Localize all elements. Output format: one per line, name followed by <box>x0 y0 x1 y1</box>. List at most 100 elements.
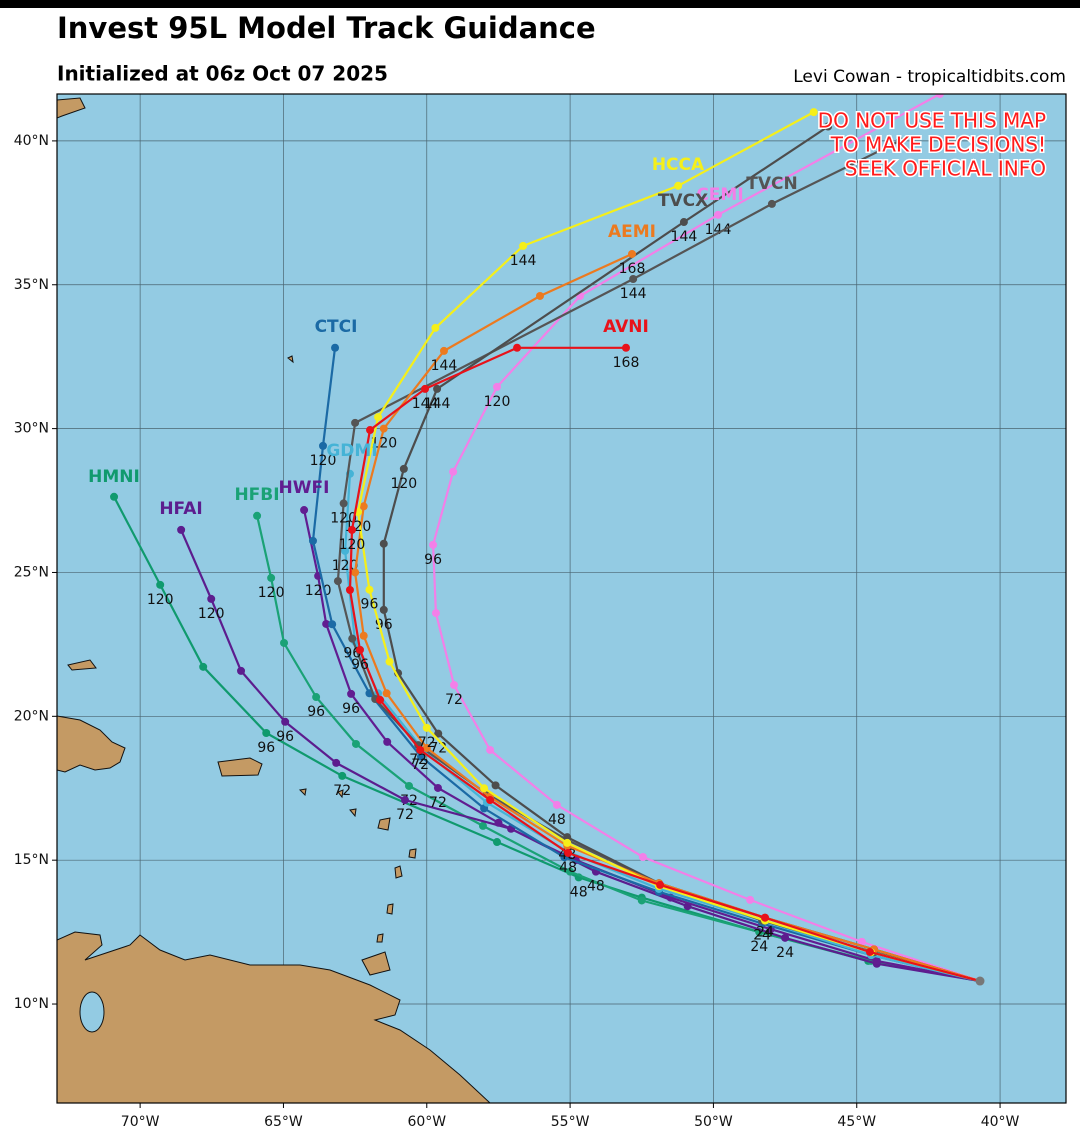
track-point <box>767 199 776 208</box>
track-point <box>379 539 388 548</box>
puerto-rico <box>217 757 263 777</box>
track-point <box>281 717 290 726</box>
warning-line: SEEK OFFICIAL INFO <box>845 157 1046 181</box>
forecast-hour: 120 <box>147 592 174 608</box>
axes: 70°W 65°W 60°W 55°W 50°W 45°W 40°W 10°N 15°N 20°N… <box>14 133 1020 1130</box>
track-point <box>355 645 364 654</box>
track-point <box>433 384 442 393</box>
forecast-hour: 48 <box>570 884 588 900</box>
model-name: GDMI <box>326 441 377 461</box>
track-point <box>333 577 342 586</box>
y-tick-label: 35°N <box>14 277 49 293</box>
track-point <box>714 210 723 219</box>
forecast-hour: 48 <box>559 860 577 876</box>
track-point <box>478 821 487 830</box>
forecast-hour: 120 <box>258 585 285 601</box>
model-name: AEMI <box>608 222 656 242</box>
track-point <box>809 108 818 117</box>
forecast-hour: 144 <box>424 396 451 412</box>
track-point <box>536 291 545 300</box>
forecast-hour: 168 <box>619 261 646 277</box>
track-point <box>365 585 374 594</box>
track-point <box>400 796 409 805</box>
frame <box>56 93 1067 1104</box>
forecast-hour: 72 <box>429 795 447 811</box>
model-name: HFAI <box>159 499 202 519</box>
hispaniola <box>57 715 126 773</box>
y-tick-label: 40°N <box>14 133 49 149</box>
forecast-hour: 168 <box>613 355 640 371</box>
forecast-hour: 96 <box>307 704 325 720</box>
track-point <box>366 426 375 435</box>
track-point <box>383 737 392 746</box>
forecast-hour: 144 <box>431 358 458 374</box>
track-point <box>339 499 348 508</box>
y-tick-label: 20°N <box>14 708 49 724</box>
track-point <box>493 382 502 391</box>
track-point <box>348 634 357 643</box>
south-america <box>57 931 491 1103</box>
forecast-hour: 120 <box>198 606 225 622</box>
track-point <box>331 343 340 352</box>
x-tick-label: 65°W <box>264 1114 303 1130</box>
forecast-hour: 144 <box>671 229 698 245</box>
track-point <box>376 695 385 704</box>
y-tick-label: 10°N <box>14 996 49 1012</box>
track-point <box>449 467 458 476</box>
forecast-hour: 96 <box>361 597 379 613</box>
track-point <box>637 896 646 905</box>
track-point <box>385 657 394 666</box>
track-point <box>781 933 790 942</box>
model-name: HWFI <box>279 478 330 498</box>
track-point <box>563 838 572 847</box>
model-name: CEMI <box>696 185 743 205</box>
model-name: HFBI <box>234 485 279 505</box>
forecast-hour: 48 <box>587 879 605 895</box>
ocean <box>57 94 1066 1103</box>
x-tick-label: 55°W <box>551 1114 590 1130</box>
track-point <box>374 413 383 422</box>
track-point <box>332 758 341 767</box>
x-tick-label: 60°W <box>407 1114 446 1130</box>
forecast-hour: 24 <box>776 945 794 961</box>
trinidad <box>361 951 391 976</box>
track-point <box>359 631 368 640</box>
track-point <box>341 546 350 555</box>
track-point <box>638 853 647 862</box>
track-point <box>431 609 440 618</box>
forecast-hour: 96 <box>276 729 294 745</box>
track-line <box>311 347 981 983</box>
track-point <box>267 573 276 582</box>
forecast-hour: 144 <box>412 396 439 412</box>
forecast-hour: 72 <box>333 783 351 799</box>
model-names: HMNI HFBI HFAI HWFI CEMI CTCI GDMI TVCN TVCXAEMI… <box>88 155 798 519</box>
y-tick-label: 30°N <box>14 421 49 437</box>
track-point <box>857 937 866 946</box>
forecast-hour: 120 <box>345 519 372 535</box>
model-name: HCCA <box>652 155 705 175</box>
track-point <box>379 424 388 433</box>
track-point <box>405 781 414 790</box>
track-point <box>345 586 354 595</box>
track-line <box>180 529 981 983</box>
start-point <box>975 976 985 986</box>
subtitle: Initialized at 06z Oct 07 2025 <box>57 62 388 86</box>
track-point <box>566 867 575 876</box>
track-point <box>253 511 262 520</box>
track-point <box>629 274 638 283</box>
track-point <box>552 800 561 809</box>
forecast-hour: 24 <box>750 939 768 955</box>
track-point <box>429 540 438 549</box>
model-name: CTCI <box>315 317 358 337</box>
forecast-hour: 72 <box>396 807 414 823</box>
track-point <box>177 525 186 534</box>
track-point <box>351 739 360 748</box>
forecast-hour: 120 <box>484 394 511 410</box>
track-point <box>513 343 522 352</box>
track-point <box>421 384 430 393</box>
forecast-hour: 24 <box>753 928 771 944</box>
track-point <box>491 781 500 790</box>
land <box>57 97 491 1103</box>
